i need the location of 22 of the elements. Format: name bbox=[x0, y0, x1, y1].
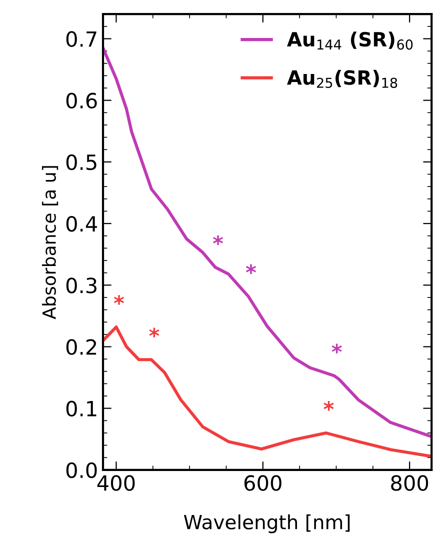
y-tick-label: 0.5 bbox=[66, 154, 96, 170]
x-tick-label: 800 bbox=[391, 475, 428, 491]
y-tick-label: 0.3 bbox=[66, 278, 96, 294]
annotation: * bbox=[246, 264, 256, 274]
annotation: * bbox=[324, 401, 334, 411]
y-tick-label: 0.6 bbox=[66, 92, 97, 109]
x-tick-label: 600 bbox=[244, 475, 282, 491]
line-series bbox=[103, 325, 432, 458]
y-tick-label: 0.1 bbox=[66, 400, 96, 417]
legend-label: Au$_{144}$ (SR)$_{60}$ bbox=[286, 32, 413, 50]
y-tick-label: 0.4 bbox=[66, 216, 97, 232]
annotation: * bbox=[332, 344, 342, 354]
y-tick-label: 0.0 bbox=[66, 462, 97, 478]
annotation: * bbox=[114, 295, 124, 305]
legend-label: Au$_{25}$(SR)$_{18}$ bbox=[286, 70, 398, 88]
y-tick-label: 0.2 bbox=[66, 339, 96, 355]
y-axis-title: Absorbance [a u] bbox=[42, 166, 58, 320]
annotation: * bbox=[149, 328, 160, 338]
x-tick-label: 400 bbox=[97, 475, 135, 491]
annotation: * bbox=[212, 235, 224, 245]
x-axis-title: Wavelength [nm] bbox=[184, 514, 350, 534]
y-tick-label: 0.7 bbox=[66, 31, 96, 47]
